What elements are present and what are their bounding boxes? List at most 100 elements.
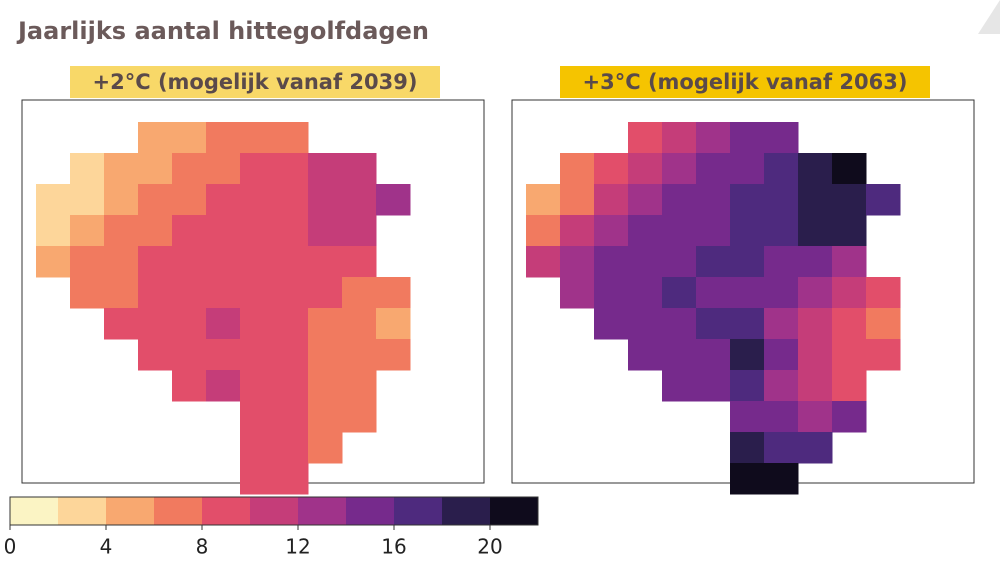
panel-label-box (560, 66, 930, 98)
grid-cell (138, 184, 173, 216)
grid-cell (832, 246, 867, 278)
colorbar-segment (106, 497, 154, 525)
grid-cell (376, 184, 411, 216)
grid-cell (832, 370, 867, 402)
grid-cell (560, 153, 595, 185)
grid-cell (138, 339, 173, 371)
grid-cell (730, 401, 765, 433)
grid-cell (866, 184, 901, 216)
grid-cell (308, 153, 343, 185)
grid-cell (628, 122, 663, 154)
grid-cell (730, 308, 765, 340)
grid-cell (798, 215, 833, 247)
grid-cell (764, 463, 799, 495)
colorbar-segment (58, 497, 106, 525)
grid-cell (274, 122, 309, 154)
grid-cell (594, 215, 629, 247)
grid-cell (730, 370, 765, 402)
grid-cell (342, 153, 377, 185)
colorbar-segment (250, 497, 298, 525)
grid-cell (104, 153, 139, 185)
grid-cell (594, 246, 629, 278)
colorbar-frame (9, 496, 539, 526)
grid-cell (274, 308, 309, 340)
grid-cell (172, 370, 207, 402)
grid-cell (560, 277, 595, 309)
grid-cell (274, 463, 309, 495)
grid-cell (662, 122, 697, 154)
colorbar-segment (10, 497, 58, 525)
grid-cell (342, 277, 377, 309)
grid-cell (308, 184, 343, 216)
grid-cell (696, 184, 731, 216)
colorbar-segment (202, 497, 250, 525)
grid-cell (274, 153, 309, 185)
grid-cell (662, 277, 697, 309)
grid-cell (342, 184, 377, 216)
grid-cell (172, 184, 207, 216)
grid-cell (526, 246, 561, 278)
grid-cell (36, 184, 71, 216)
grid-cell (662, 308, 697, 340)
grid-cell (36, 246, 71, 278)
grid-cell (662, 370, 697, 402)
grid-cell (764, 277, 799, 309)
grid-cell (342, 308, 377, 340)
grid-cell (628, 153, 663, 185)
grid-cell (240, 153, 275, 185)
colorbar-tick-label: 16 (381, 535, 406, 559)
grid-cell (308, 277, 343, 309)
grid-cell (832, 339, 867, 371)
grid-cell (240, 308, 275, 340)
grid-cell (662, 215, 697, 247)
grid-cell (274, 184, 309, 216)
grid-cell (342, 339, 377, 371)
grid-cell (696, 215, 731, 247)
grid-cell (70, 215, 105, 247)
grid-cell (308, 215, 343, 247)
grid-cell (798, 339, 833, 371)
panel-label: +2°C (mogelijk vanaf 2039) (93, 70, 418, 94)
grid-cell (240, 401, 275, 433)
grid-cell (308, 401, 343, 433)
grid-cell (138, 246, 173, 278)
grid-cell (104, 246, 139, 278)
grid-cell (628, 308, 663, 340)
grid-cell (696, 339, 731, 371)
grid-cell (206, 370, 241, 402)
grid-cell (342, 215, 377, 247)
grid-cell (866, 308, 901, 340)
grid-cell (138, 277, 173, 309)
grid-cell (764, 432, 799, 464)
grid-cell (70, 277, 105, 309)
grid-cell (206, 339, 241, 371)
grid-cell (274, 215, 309, 247)
grid-cell (206, 184, 241, 216)
grid-cell (274, 246, 309, 278)
grid-cell (764, 215, 799, 247)
colorbar-segment (298, 497, 346, 525)
grid-cell (138, 153, 173, 185)
grid-cell (560, 215, 595, 247)
grid-cell (70, 153, 105, 185)
grid-cell (376, 339, 411, 371)
grid-cell (628, 215, 663, 247)
grid-cell (376, 277, 411, 309)
grid-cell (798, 153, 833, 185)
colorbar-segment (394, 497, 442, 525)
grid-cell (240, 339, 275, 371)
grid-cell (764, 153, 799, 185)
grid-cell (70, 246, 105, 278)
grid-cell (560, 246, 595, 278)
grid-cell (308, 370, 343, 402)
grid-cell (764, 401, 799, 433)
grid-cell (798, 184, 833, 216)
grid-cell (696, 308, 731, 340)
grid-cell (274, 277, 309, 309)
grid-cell (832, 215, 867, 247)
grid-cell (798, 277, 833, 309)
grid-cell (138, 215, 173, 247)
grid-cell (832, 153, 867, 185)
grid-cell (730, 153, 765, 185)
grid-cell (560, 184, 595, 216)
